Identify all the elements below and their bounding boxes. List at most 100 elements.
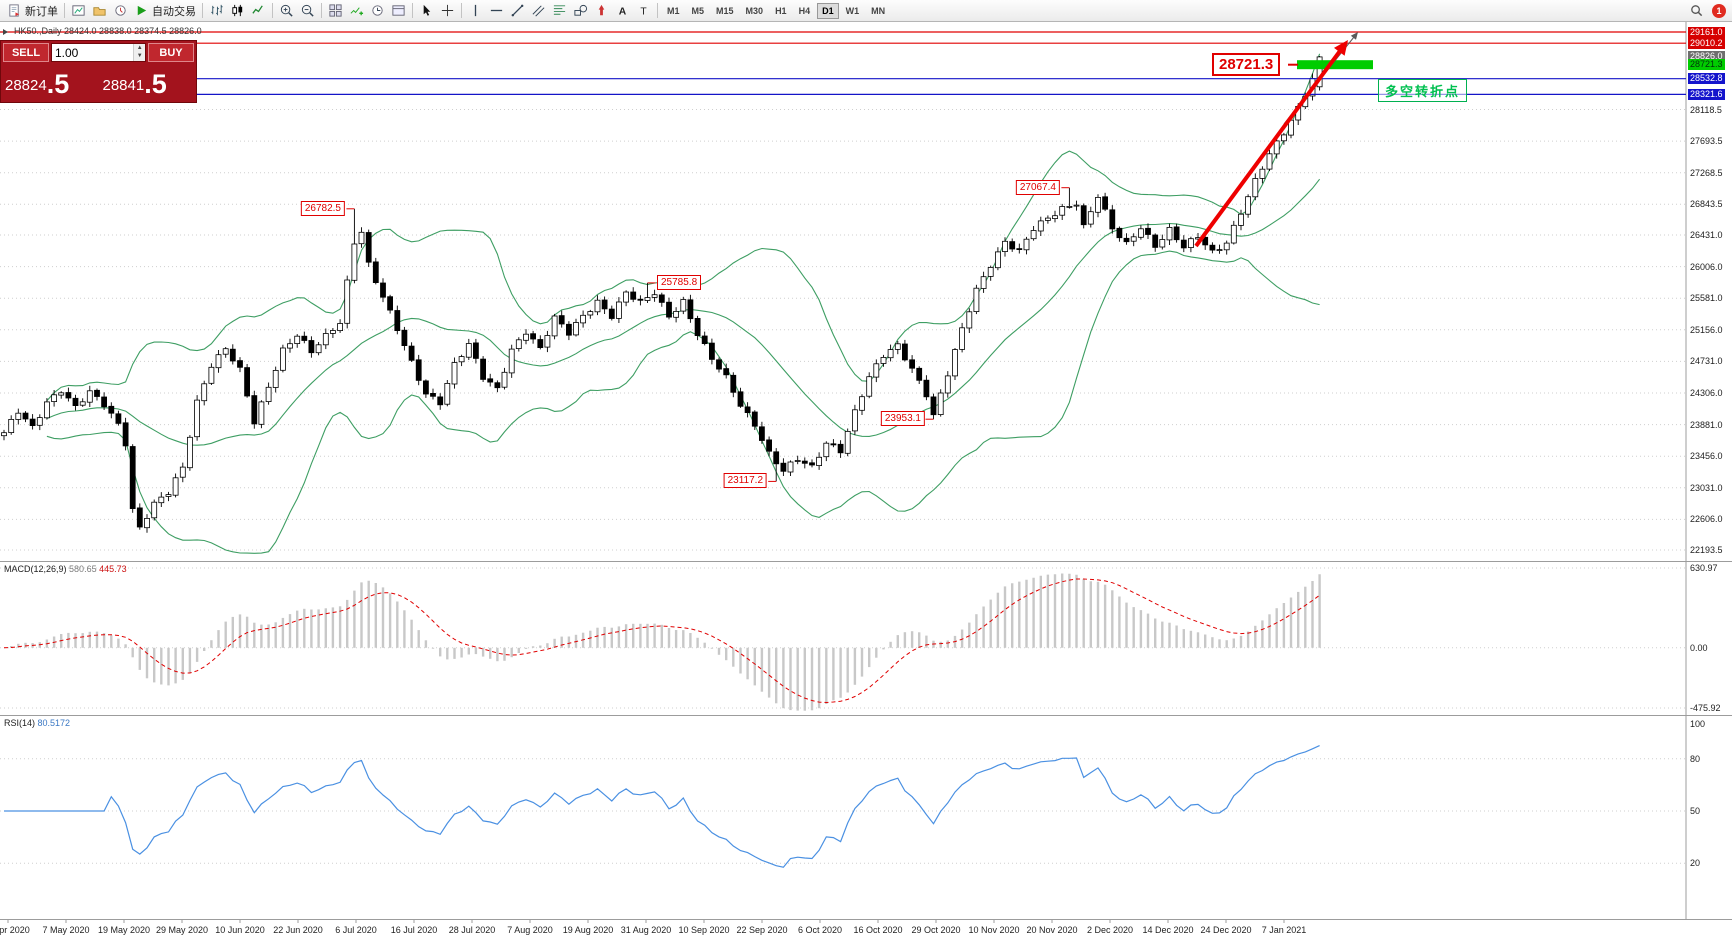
date-axis-label: 16 Jul 2020 (390, 925, 438, 935)
timeframe-H4-button[interactable]: H4 (794, 3, 816, 19)
toolbar-separator (272, 3, 273, 18)
horizontal-line-button[interactable] (486, 1, 507, 20)
arrows-button[interactable] (591, 1, 612, 20)
new-order-button[interactable]: 新订单 (4, 1, 61, 20)
price-axis-tag: 29010.2 (1688, 38, 1725, 49)
profiles-button[interactable] (89, 1, 110, 20)
cursor-button[interactable] (416, 1, 437, 20)
date-axis-label: 3 Apr 2020 (0, 925, 30, 935)
price-chart-canvas[interactable] (0, 22, 1732, 945)
breakout-zone-rectangle[interactable] (1297, 60, 1373, 70)
volume-input[interactable] (52, 44, 134, 61)
toolbar-separator (461, 3, 462, 18)
timeframe-M15-button[interactable]: M15 (711, 3, 739, 19)
auto-trading-label: 自动交易 (152, 5, 196, 18)
timeframe-M5-button[interactable]: M5 (687, 3, 710, 19)
toolbar-separator (657, 3, 658, 18)
volume-up-button[interactable]: ▲ (134, 44, 145, 53)
equidistant-channel-icon (532, 5, 545, 17)
templates-button[interactable] (388, 1, 409, 20)
zoom-in-icon (280, 4, 293, 17)
fibonacci-button[interactable] (549, 1, 570, 20)
zoom-out-button[interactable] (297, 1, 318, 20)
date-axis-label: 29 Oct 2020 (911, 925, 961, 935)
price-axis-label: 25156.0 (1690, 325, 1723, 335)
price-axis-label: 23031.0 (1690, 483, 1723, 493)
price-axis-tag: 28826.0 (1688, 51, 1725, 62)
macd-histogram (9, 573, 1321, 711)
auto-trading-play-icon (137, 5, 147, 16)
buy-price[interactable]: 28841.5 (102, 69, 167, 99)
rsi-axis-label: 20 (1690, 858, 1701, 868)
timeframe-W1-button[interactable]: W1 (841, 3, 865, 19)
price-annotation[interactable]: 25785.8 (657, 275, 702, 290)
search-button[interactable] (1686, 1, 1707, 20)
tile-windows-button[interactable] (325, 1, 346, 20)
text-icon: A (619, 6, 627, 17)
price-annotation[interactable]: 27067.4 (1015, 180, 1060, 195)
date-axis-label: 28 Jul 2020 (448, 925, 496, 935)
volume-down-button[interactable]: ▼ (134, 52, 145, 61)
price-axis-label: 23456.0 (1690, 451, 1723, 461)
sell-price[interactable]: 28824.5 (5, 69, 70, 99)
open-chart-icon (72, 5, 85, 16)
buy-button[interactable]: BUY (148, 43, 194, 62)
price-annotation[interactable]: 26782.5 (300, 201, 345, 216)
auto-trading-button[interactable]: 自动交易 (131, 1, 199, 20)
price-annotation[interactable]: 23117.2 (723, 473, 767, 488)
chart-area[interactable]: HK50.,Daily 28424.0 28838.0 28374.5 2882… (0, 22, 1732, 945)
vertical-line-icon (474, 4, 477, 17)
notification-badge[interactable]: 1 (1712, 3, 1726, 18)
bar-chart-button[interactable] (206, 1, 227, 20)
macd-axis-label: 0.00 (1690, 643, 1708, 653)
new-order-icon (9, 4, 20, 17)
periods-button[interactable] (367, 1, 388, 20)
price-axis-label: 24731.0 (1690, 356, 1723, 366)
alerts-button[interactable] (110, 1, 131, 20)
text-label-button[interactable]: T (633, 1, 654, 20)
trendline-button[interactable] (507, 1, 528, 20)
candlestick-chart-icon (232, 4, 243, 17)
indicators-button[interactable] (346, 1, 367, 20)
timeframe-D1-button[interactable]: D1 (817, 2, 839, 19)
date-axis-label: 22 Sep 2020 (736, 925, 788, 935)
bar-chart-icon (211, 4, 223, 16)
line-chart-icon (252, 5, 263, 14)
ohlc-toggle-icon[interactable] (3, 29, 8, 35)
date-axis-label: 7 Aug 2020 (507, 925, 553, 935)
price-axis-label: 22606.0 (1690, 514, 1723, 524)
rsi-axis-label: 50 (1690, 806, 1701, 816)
date-axis-label: 10 Sep 2020 (678, 925, 730, 935)
one-click-trading-panel: SELL ▲ ▼ BUY 28824.5 28841.5 (0, 40, 197, 103)
timeframe-MN-button[interactable]: MN (866, 3, 890, 19)
timeframe-M30-button[interactable]: M30 (741, 3, 769, 19)
macd-label: MACD(12,26,9) 580.65 445.73 (4, 564, 127, 574)
rsi-axis-label: 80 (1690, 754, 1701, 764)
sell-button[interactable]: SELL (3, 43, 49, 62)
date-axis-label: 20 Nov 2020 (1026, 925, 1078, 935)
zoom-in-button[interactable] (276, 1, 297, 20)
candlestick-chart-button[interactable] (227, 1, 248, 20)
text-label-icon: T (640, 6, 647, 17)
search-icon (1691, 5, 1703, 17)
date-axis-label: 6 Jul 2020 (335, 925, 377, 935)
price-annotation[interactable]: 23953.1 (880, 411, 925, 426)
alerts-icon (115, 5, 126, 16)
macd-signal-line (3, 578, 1320, 704)
date-axis-label: 19 Aug 2020 (562, 925, 614, 935)
line-chart-button[interactable] (248, 1, 269, 20)
text-button[interactable]: A (612, 1, 633, 20)
templates-icon (392, 5, 405, 16)
price-axis-label: 26006.0 (1690, 262, 1723, 272)
open-chart-button[interactable] (68, 1, 89, 20)
shapes-button[interactable] (570, 1, 591, 20)
bullish-trend-arrow[interactable] (1194, 40, 1348, 248)
vertical-line-button[interactable] (465, 1, 486, 20)
crosshair-button[interactable] (437, 1, 458, 20)
timeframe-M1-button[interactable]: M1 (662, 3, 685, 19)
breakout-price-label[interactable]: 28721.3 (1212, 53, 1281, 76)
turning-point-label[interactable]: 多空转折点 (1378, 79, 1468, 102)
timeframe-H1-button[interactable]: H1 (770, 3, 792, 19)
equidistant-channel-button[interactable] (528, 1, 549, 20)
date-axis-label: 29 May 2020 (155, 925, 209, 935)
